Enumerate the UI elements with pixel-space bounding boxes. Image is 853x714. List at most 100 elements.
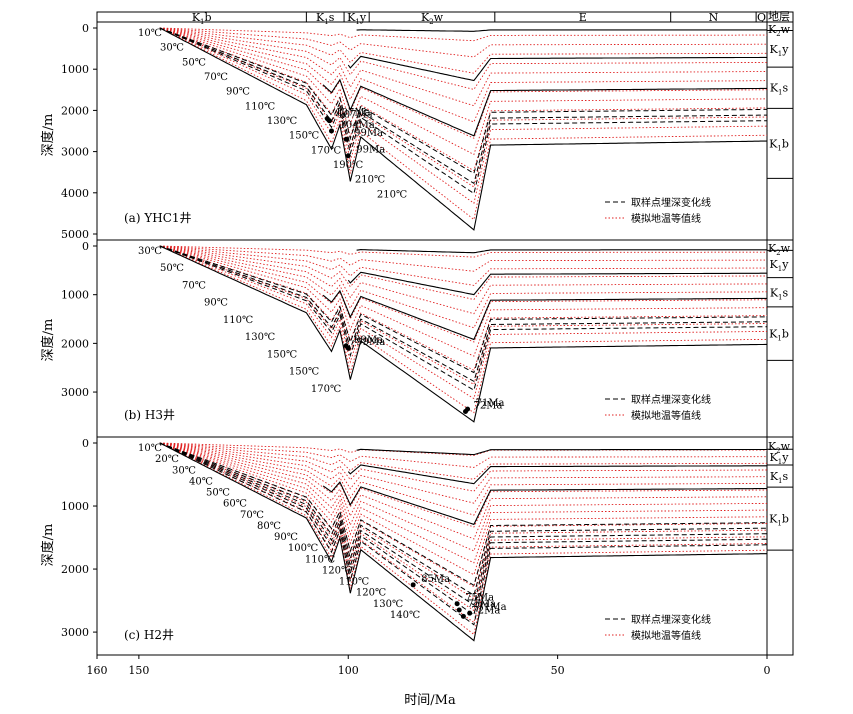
isotherm-line [159, 442, 767, 528]
isotherm-line [159, 442, 767, 468]
stratum-boundary [322, 289, 767, 341]
sample-point [326, 118, 332, 124]
stratum-boundary [159, 442, 767, 642]
stratum-boundary [159, 245, 767, 423]
x-tick-label: 50 [551, 664, 565, 677]
burial-history-panel: 0 1000 2000 3000 4000 5000 K2w K1y K1s K1b 10℃ 30℃ 5… [61, 22, 793, 241]
isotherm-line [159, 442, 767, 612]
isotherm-label: 140℃ [390, 610, 420, 621]
sample-age-label: 104Ma [340, 120, 375, 131]
isotherm-line [159, 245, 767, 272]
sample-burial-line [159, 442, 767, 596]
isotherm-label: 190℃ [333, 160, 363, 171]
stratum-boundary [356, 448, 767, 456]
sample-age-label: 99Ma [356, 337, 385, 348]
isotherm-label: 70℃ [240, 510, 264, 521]
isotherm-line [159, 442, 767, 492]
legend-isotherm-label: 模拟地温等值线 [631, 629, 701, 642]
y-tick-label: 0 [82, 240, 89, 253]
isotherm-line [159, 442, 767, 636]
period-label: N [709, 11, 719, 24]
isotherm-label: 170℃ [311, 384, 341, 395]
y-tick-label: 2000 [61, 104, 89, 117]
isotherm-line [159, 27, 767, 58]
isotherm-line [159, 442, 767, 516]
isotherm-line [159, 245, 768, 286]
isotherm-label: 40℃ [189, 476, 213, 487]
isotherm-line [159, 245, 767, 315]
isotherm-label: 110℃ [245, 101, 275, 112]
sample-point [454, 601, 460, 607]
sample-point [329, 128, 334, 134]
sample-burial-line [159, 442, 767, 616]
stratum-boundary [356, 249, 767, 254]
isotherm-label: 30℃ [138, 246, 162, 257]
panels: 010002000300040005000K2wK1yK1sK1b10℃30℃5… [61, 22, 793, 642]
isotherm-label: 90℃ [274, 532, 298, 543]
sample-point [463, 409, 468, 415]
y-tick-label: 0 [82, 437, 89, 450]
y-tick-label: 2000 [61, 337, 89, 350]
period-label: K1y [347, 11, 367, 26]
isotherm-label: 90℃ [226, 87, 250, 98]
panel-label: (c) H2井 [124, 628, 174, 642]
legend-sample-label: 取样点埋深变化线 [631, 613, 711, 626]
isotherm-line [159, 27, 767, 156]
sample-age-label: 71Ma [478, 602, 507, 613]
sample-burial-line [159, 27, 767, 175]
y-tick-label: 3000 [61, 626, 89, 639]
stratum-boundary [347, 464, 767, 485]
sample-age-label: 107Ma [335, 108, 370, 119]
isotherm-label: 80℃ [257, 521, 281, 532]
isotherm-line [159, 27, 768, 204]
stratum-boundary [347, 55, 767, 82]
formation-label: K1b [769, 513, 789, 528]
formation-column-header: 地层 [768, 10, 790, 23]
sample-point [343, 136, 349, 142]
legend-sample-label: 取样点埋深变化线 [631, 196, 711, 209]
sample-point [456, 607, 462, 613]
isotherm-line [159, 245, 768, 400]
isotherm-line [159, 27, 767, 42]
isotherm-label: 120℃ [356, 588, 386, 599]
period-label: E [579, 11, 587, 24]
isotherm-label: 170℃ [311, 145, 341, 156]
stratum-boundary [347, 271, 767, 296]
isotherm-line [159, 245, 767, 357]
isotherm-line [159, 245, 767, 371]
y-tick-label: 0 [82, 22, 89, 35]
period-label: Q [757, 11, 766, 24]
isotherm-label: 70℃ [182, 280, 206, 291]
isotherm-line [159, 442, 767, 480]
period-label: K2w [421, 11, 444, 26]
x-tick-label: 160 [87, 664, 108, 677]
formation-label: K2w [768, 440, 791, 455]
panel-label: (b) H3井 [124, 408, 175, 422]
isotherm-line [159, 27, 767, 172]
sample-age-label: 72Ma [471, 605, 500, 616]
formation-label: K2w [768, 242, 791, 257]
isotherm-label: 10℃ [138, 28, 162, 39]
x-tick-label: 150 [128, 664, 149, 677]
y-axis-label: 深度/m [40, 114, 56, 157]
formation-label: K1s [770, 82, 789, 97]
isotherm-label: 50℃ [182, 57, 206, 68]
isotherm-label: 30℃ [160, 43, 184, 54]
formation-label: K1s [770, 286, 789, 301]
sample-age-label: 99Ma [354, 335, 383, 346]
isotherm-line [159, 245, 767, 300]
legend-isotherm-label: 模拟地温等值线 [631, 409, 701, 422]
isotherm-line [159, 442, 768, 600]
isotherm-line [159, 245, 768, 343]
isotherm-label: 100℃ [288, 543, 318, 554]
y-tick-label: 3000 [61, 146, 89, 159]
isotherm-label: 50℃ [160, 263, 184, 274]
formation-label: K1y [770, 451, 790, 466]
y-tick-label: 1000 [61, 289, 89, 302]
isotherm-line [159, 442, 767, 624]
isotherm-label: 130℃ [373, 599, 403, 610]
isotherm-line [159, 27, 767, 74]
stratum-boundary [356, 29, 767, 32]
